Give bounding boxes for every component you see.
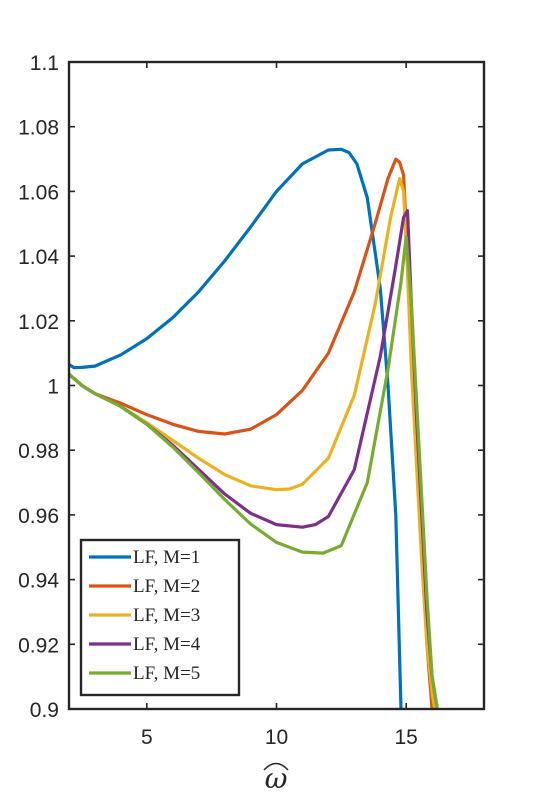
legend: LF, M=1 LF, M=2 LF, M=3 LF, M=4 LF, M=5 <box>79 538 241 697</box>
legend-label-3: LF, M=3 <box>133 605 200 626</box>
legend-box <box>79 538 241 697</box>
legend-label-5: LF, M=5 <box>133 663 200 684</box>
legend-label-4: LF, M=4 <box>133 634 201 655</box>
y-tick-label: 1.06 <box>18 181 59 204</box>
y-tick-label: 0.92 <box>18 634 59 657</box>
y-tick-label: 1.02 <box>18 311 59 334</box>
y-tick-label: 1 <box>47 376 59 399</box>
y-tick-label: 0.9 <box>30 699 59 722</box>
series-layer <box>69 147 439 709</box>
series-line-1 <box>69 147 403 709</box>
legend-label-1: LF, M=1 <box>133 547 200 568</box>
y-tick-label: 1.08 <box>18 117 59 140</box>
y-tick-label: 0.96 <box>18 505 59 528</box>
legend-label-2: LF, M=2 <box>133 576 200 597</box>
y-tick-label: 1.04 <box>18 246 59 269</box>
x-tick-label: 15 <box>395 726 418 749</box>
x-axis-label-hat <box>263 762 289 771</box>
y-tick-label: 1.1 <box>30 52 59 75</box>
x-axis-label: ω <box>265 762 288 795</box>
axes-layer: 5 10 15 0.9 0.92 0.94 0.96 0.98 1 1.02 1.04 1.06 1.0… <box>18 52 486 749</box>
y-tick-label: 0.98 <box>18 440 59 463</box>
x-tick-label: 5 <box>141 726 153 749</box>
series-line-5 <box>69 235 439 709</box>
x-tick-label: 10 <box>265 726 288 749</box>
y-tick-label: 0.94 <box>18 570 59 593</box>
